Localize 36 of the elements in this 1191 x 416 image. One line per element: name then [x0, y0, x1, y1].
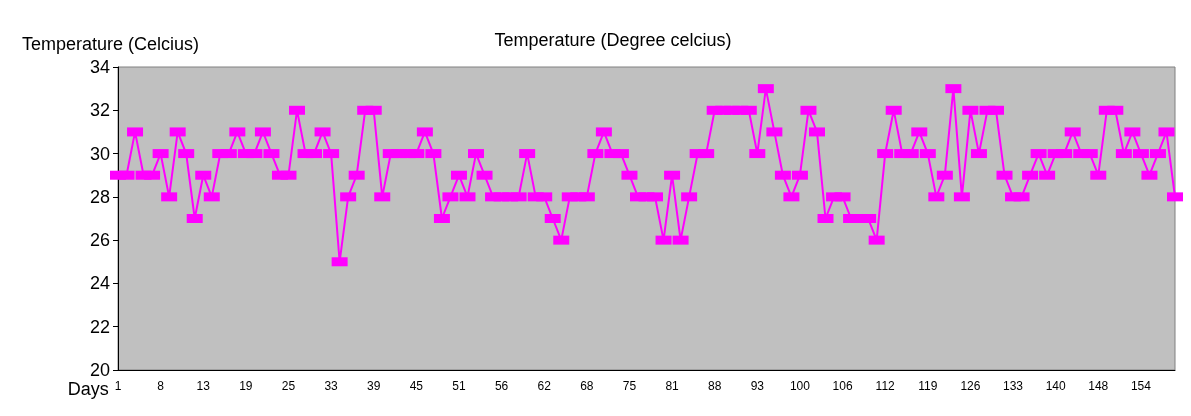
x-tick-label: 8: [157, 379, 165, 393]
y-tick-label: 20: [89, 360, 110, 380]
x-tick-label: 51: [452, 379, 466, 393]
x-tick-label: 39: [367, 379, 381, 393]
chart-title: Temperature (Degree celcius): [494, 30, 732, 50]
x-tick-label: 45: [409, 379, 424, 393]
y-axis-title: Temperature (Celcius): [22, 34, 200, 54]
x-tick-label: 106: [832, 379, 853, 393]
x-tick-label: 19: [239, 379, 253, 393]
y-tick-label: 34: [89, 57, 110, 77]
y-tick-label: 22: [89, 316, 110, 337]
x-tick-label: 33: [324, 379, 339, 393]
x-tick-label: 56: [494, 379, 509, 393]
x-tick-label: 154: [1130, 379, 1152, 393]
x-tick-label: 88: [708, 379, 722, 393]
x-tick-label: 13: [196, 379, 211, 393]
y-tick-label: 28: [89, 186, 110, 207]
y-tick-label: 24: [89, 273, 110, 294]
x-tick-label: 81: [665, 379, 680, 393]
x-tick-label: 62: [537, 379, 552, 393]
x-tick-label: 148: [1088, 379, 1109, 393]
x-tick-label: 119: [918, 379, 938, 393]
y-tick-label: 26: [89, 230, 110, 251]
x-tick-label: 112: [875, 379, 896, 393]
x-tick-label: 133: [1003, 379, 1024, 393]
x-tick-label: 140: [1045, 379, 1066, 393]
x-tick-label: 25: [281, 379, 296, 393]
x-tick-label: 126: [960, 379, 981, 393]
x-tick-label: 1: [114, 379, 122, 393]
x-tick-label: 68: [580, 379, 594, 393]
y-tick-label: 30: [89, 143, 110, 164]
x-tick-label: 100: [789, 379, 811, 393]
x-axis-title: Days: [67, 379, 109, 399]
x-tick-label: 93: [750, 379, 765, 393]
x-tick-label: 75: [622, 379, 637, 393]
y-tick-label: 32: [89, 100, 110, 121]
